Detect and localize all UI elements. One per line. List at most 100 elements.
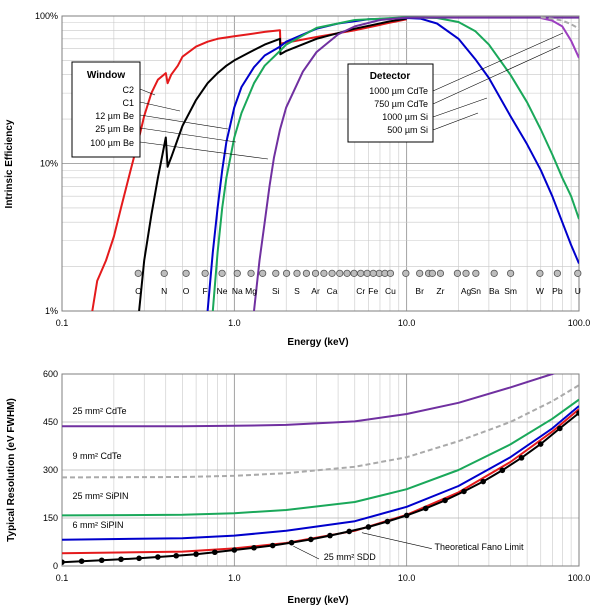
- resolution-chart: 25 mm² CdTe 9 mm² CdTe 25 mm² SiPIN 6 mm² S…: [6, 369, 590, 606]
- element-marker: [536, 269, 544, 277]
- window-item-c1: C1: [122, 98, 134, 108]
- fano-point: [62, 559, 65, 565]
- series-line-1: [62, 384, 579, 479]
- line-energy-marker: [350, 269, 358, 277]
- element-marker: [201, 269, 209, 277]
- series-line-4: [253, 16, 579, 311]
- detector-item-500um-si: 500 µm Si: [387, 125, 428, 135]
- x-tick-label: 1.0: [228, 573, 241, 583]
- fano-point: [537, 441, 544, 447]
- y-tick-label: 300: [43, 465, 58, 475]
- line-energy-marker: [320, 269, 328, 277]
- fano-point: [193, 551, 199, 557]
- element-label: N: [161, 286, 167, 296]
- series-line-5: [540, 17, 579, 59]
- efficiency-ticks: 0.1 1.0 10.0 100.0 1% 10% 100%: [35, 11, 590, 328]
- series-line-2: [62, 398, 579, 517]
- series-line-1: [138, 17, 407, 311]
- fano-point: [403, 512, 410, 519]
- element-marker: [272, 269, 280, 277]
- fano-point: [288, 539, 295, 546]
- element-marker: [507, 269, 515, 277]
- element-label: C: [135, 286, 141, 296]
- y-tick-label: 600: [43, 369, 58, 379]
- fano-point: [136, 555, 142, 562]
- series-line-3: [211, 16, 579, 311]
- line-energy-marker: [259, 269, 267, 277]
- y-tick-label: 0: [53, 561, 58, 571]
- x-tick-label: 1.0: [228, 318, 241, 328]
- element-label: F: [203, 286, 208, 296]
- series-label: 25 mm² SDD: [324, 552, 377, 562]
- fano-point: [327, 532, 333, 539]
- element-label: Br: [415, 286, 424, 296]
- detector-item-750um-cdte: 750 µm CdTe: [374, 99, 428, 109]
- element-marker: [218, 269, 226, 277]
- fano-point: [557, 425, 563, 432]
- fano-point: [442, 497, 448, 504]
- fano-point: [78, 558, 85, 564]
- line-energy-marker: [453, 269, 462, 277]
- pointer-12um-be: [139, 114, 229, 130]
- element-label: Ca: [327, 286, 338, 296]
- resolution-ylabel: Typical Resolution (eV FWHM): [6, 398, 17, 542]
- window-item-100um-be: 100 µm Be: [90, 138, 134, 148]
- detector-legend: Detector 1000 µm CdTe 750 µm CdTe 1000 µ…: [347, 32, 564, 143]
- series-label: 25 mm² SiPIN: [72, 491, 128, 501]
- fano-point: [155, 554, 161, 560]
- series-line-5: [62, 412, 579, 564]
- series-line-6: [540, 16, 579, 30]
- line-energy-marker: [428, 269, 436, 277]
- element-marker: [160, 269, 168, 277]
- window-item-c2: C2: [122, 85, 134, 95]
- element-marker: [233, 269, 241, 277]
- element-marker: [436, 269, 445, 277]
- series-line-4: [62, 408, 579, 555]
- element-marker: [553, 269, 561, 277]
- detector-item-1000um-si: 1000 µm Si: [382, 112, 428, 122]
- element-label: Zr: [436, 286, 444, 296]
- line-energy-marker: [363, 269, 371, 277]
- line-energy-marker: [343, 269, 351, 277]
- element-label: W: [536, 286, 544, 296]
- pointer-c1: [139, 101, 181, 112]
- element-marker: [574, 269, 582, 277]
- pointer-750um-cdte: [432, 45, 561, 105]
- element-label: Ne: [217, 286, 228, 296]
- line-energy-marker: [282, 269, 291, 277]
- plot-frame: [61, 373, 580, 567]
- element-label: Mg: [245, 286, 257, 296]
- line-energy-marker: [336, 269, 344, 277]
- efficiency-chart: C N O F Ne Na Mg Si S Ar Ca Cr Fe Cu Br Zr Ag Sn Ba Sm W Pb U …: [4, 11, 590, 348]
- fano-point: [98, 557, 105, 564]
- resolution-series-labels: 25 mm² CdTe 9 mm² CdTe 25 mm² SiPIN 6 mm² S…: [72, 406, 524, 562]
- fano-point: [118, 556, 124, 563]
- efficiency-series: [91, 16, 579, 311]
- element-label: O: [183, 286, 190, 296]
- fano-point: [251, 544, 257, 551]
- window-legend-title: Window: [87, 70, 125, 81]
- element-marker: [311, 269, 320, 277]
- fano-point: [211, 549, 218, 556]
- efficiency-ylabel: Intrinsic Efficiency: [4, 119, 15, 208]
- fano-point: [480, 478, 486, 485]
- element-marker: [247, 269, 255, 277]
- element-marker: [182, 269, 190, 277]
- element-marker: [328, 269, 336, 277]
- detector-legend-title: Detector: [370, 71, 411, 82]
- x-tick-label: 100.0: [568, 318, 591, 328]
- fano-point: [576, 410, 579, 416]
- element-label: Si: [272, 286, 280, 296]
- element-marker: [369, 269, 377, 277]
- resolution-ticks: 0.1 1.0 10.0 100.0 0 150 300 450 600: [43, 369, 590, 583]
- fano-point: [384, 518, 391, 525]
- pointer-1000um-cdte: [432, 32, 564, 92]
- element-label: U: [575, 286, 581, 296]
- element-marker: [472, 269, 480, 277]
- pointer-25um-be: [139, 127, 237, 143]
- x-tick-label: 10.0: [398, 318, 416, 328]
- efficiency-xlabel: Energy (keV): [287, 337, 348, 348]
- fano-point: [422, 505, 429, 512]
- element-label: Cr: [356, 286, 365, 296]
